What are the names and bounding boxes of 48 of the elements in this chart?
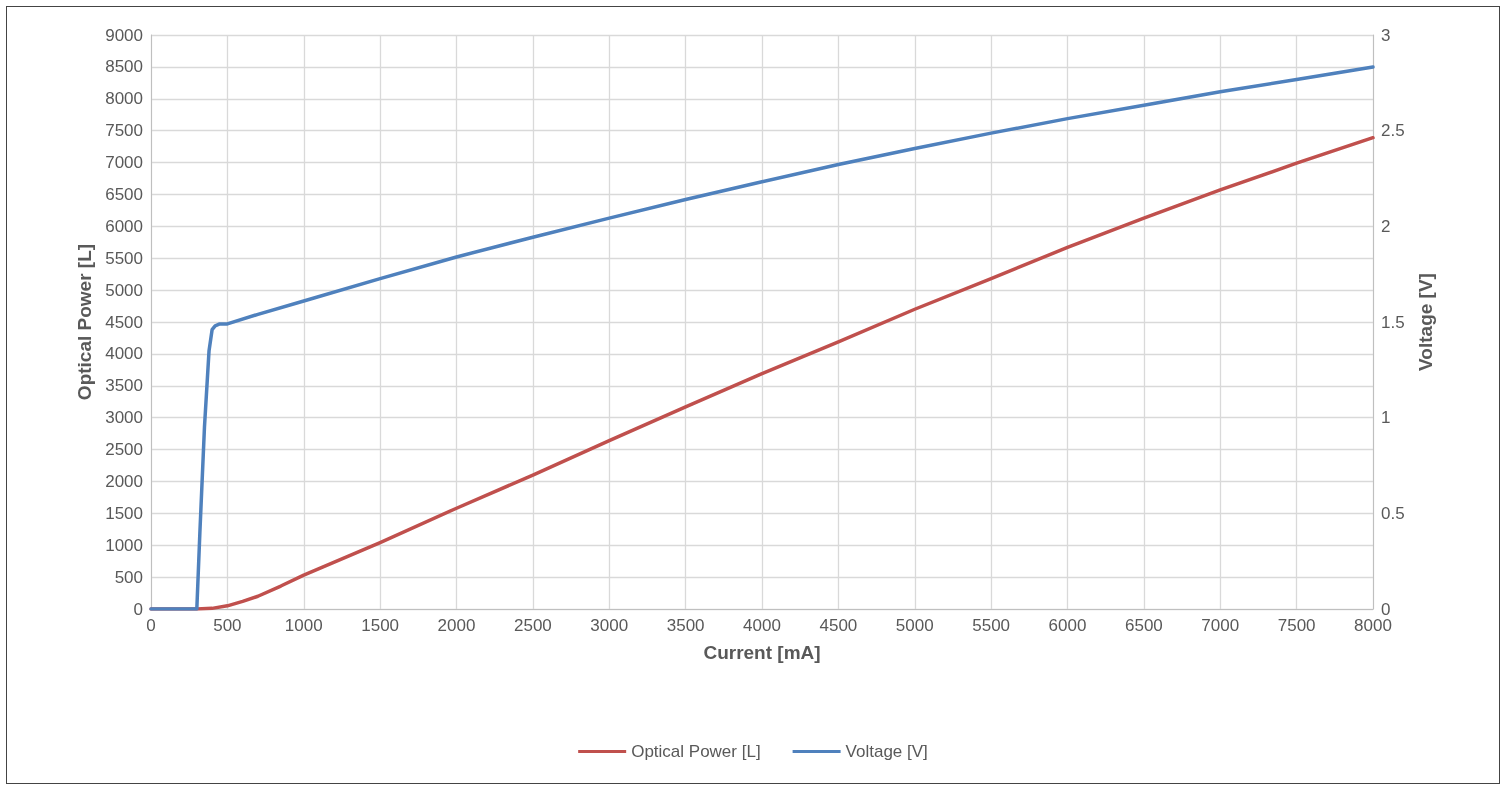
y-tick-label: 2000 (105, 471, 143, 491)
y-tick-label: 7500 (105, 121, 143, 141)
legend-label: Optical Power [L] (631, 742, 761, 761)
y-tick-label: 500 (114, 567, 143, 587)
y-tick-label: 7000 (105, 153, 143, 173)
y2-tick-label: 1.5 (1381, 312, 1405, 332)
y-tick-label: 5500 (105, 248, 143, 268)
y-tick-label: 5000 (105, 280, 143, 300)
x-tick-label: 8000 (1354, 616, 1392, 635)
y2-tick-label: 0.5 (1381, 503, 1405, 523)
y-tick-label: 8500 (105, 57, 143, 77)
x-tick-label: 5500 (972, 616, 1011, 635)
x-tick-label: 3500 (666, 616, 705, 635)
y-tick-label: 8000 (105, 89, 143, 109)
y2-tick-label: 2.5 (1381, 121, 1405, 141)
y-tick-label: 3000 (105, 408, 143, 428)
x-tick-label: 500 (213, 616, 242, 635)
y-tick-label: 3500 (105, 376, 143, 396)
x-tick-label: 3000 (590, 616, 629, 635)
y-tick-label: 1000 (105, 535, 143, 555)
y-tick-label: 1500 (105, 503, 143, 523)
y-tick-label: 6500 (105, 184, 143, 204)
x-tick-label: 7500 (1277, 616, 1316, 635)
x-tick-label: 4000 (743, 616, 781, 635)
y-tick-label: 4000 (105, 344, 143, 364)
x-tick-label: 0 (146, 616, 156, 635)
x-tick-label: 4500 (819, 616, 858, 635)
x-tick-label: 7000 (1201, 616, 1240, 635)
y-tick-label: 6000 (105, 216, 143, 236)
y2-axis-title: Voltage [V] (1414, 273, 1436, 371)
x-tick-label: 5000 (895, 616, 934, 635)
y-tick-label: 4500 (105, 312, 143, 332)
x-tick-label: 2000 (437, 616, 476, 635)
y2-tick-label: 0 (1381, 599, 1391, 619)
y-axis-title: Optical Power [L] (74, 243, 96, 401)
y-tick-label: 9000 (105, 25, 143, 45)
x-tick-label: 6500 (1124, 616, 1163, 635)
y-tick-label: 2500 (105, 440, 143, 460)
y-tick-label: 0 (133, 599, 143, 619)
y2-tick-label: 1 (1381, 408, 1391, 428)
legend-label: Voltage [V] (845, 742, 928, 761)
x-axis-title: Current [mA] (703, 642, 821, 663)
x-tick-label: 6000 (1048, 616, 1087, 635)
y2-tick-label: 3 (1381, 25, 1391, 45)
x-tick-label: 1500 (361, 616, 400, 635)
y2-tick-label: 2 (1381, 216, 1391, 236)
x-tick-label: 1000 (284, 616, 323, 635)
x-tick-label: 2500 (513, 616, 552, 635)
